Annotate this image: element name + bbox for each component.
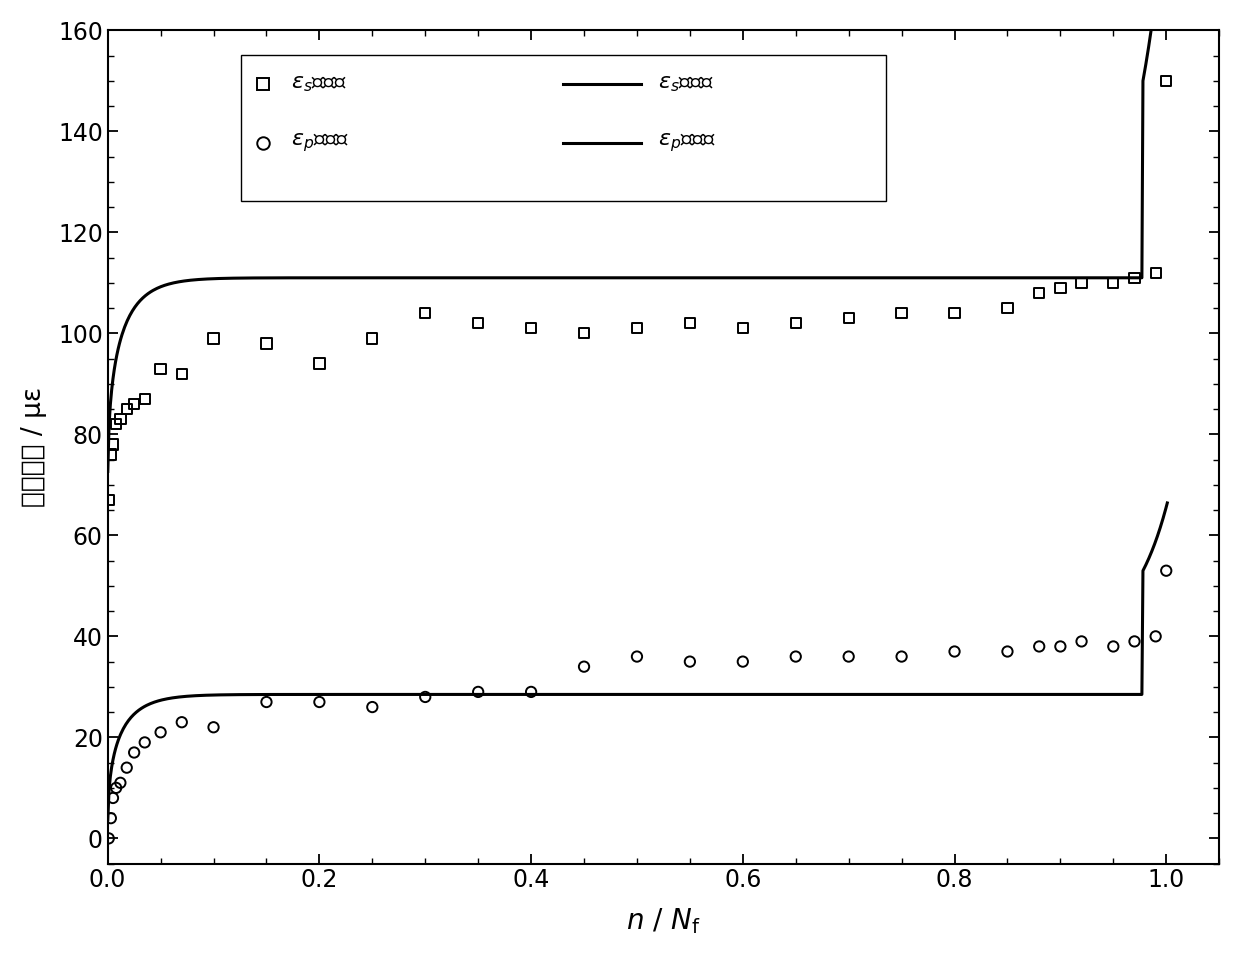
Point — [124, 745, 144, 760]
Point — [521, 684, 541, 700]
Point — [1071, 276, 1091, 291]
Bar — [241, 56, 885, 201]
Point — [362, 331, 382, 346]
Point — [135, 735, 155, 750]
Point — [1146, 629, 1166, 644]
Point — [574, 325, 594, 341]
Point — [1157, 563, 1177, 578]
Point — [103, 436, 123, 452]
Point — [997, 644, 1017, 659]
Point — [733, 654, 753, 669]
Point — [1029, 285, 1049, 300]
Point — [257, 695, 277, 710]
Point — [117, 760, 136, 775]
Point — [1104, 276, 1123, 291]
Point — [680, 316, 699, 331]
Point — [99, 492, 119, 507]
Point — [100, 811, 120, 826]
Point — [838, 649, 858, 664]
Point — [786, 316, 806, 331]
Point — [1071, 634, 1091, 649]
Text: $\varepsilon_p$模型值: $\varepsilon_p$模型值 — [658, 131, 717, 154]
X-axis label: $\it{n}$ / $\it{N}_{\rm{f}}$: $\it{n}$ / $\it{N}_{\rm{f}}$ — [626, 906, 701, 936]
Point — [1125, 634, 1145, 649]
Point — [362, 700, 382, 715]
Point — [733, 321, 753, 336]
Point — [107, 780, 126, 795]
Point — [103, 790, 123, 806]
Point — [627, 321, 647, 336]
Point — [1146, 265, 1166, 280]
Point — [945, 305, 965, 321]
Point — [172, 715, 192, 730]
Point — [172, 367, 192, 382]
Point — [257, 336, 277, 351]
Point — [151, 724, 171, 740]
Point — [1125, 270, 1145, 285]
Point — [469, 684, 489, 700]
Point — [1104, 639, 1123, 655]
Point — [151, 361, 171, 376]
Point — [574, 659, 594, 675]
Point — [892, 649, 911, 664]
Point — [892, 305, 911, 321]
Point — [1157, 73, 1177, 88]
Point — [469, 316, 489, 331]
Point — [786, 649, 806, 664]
Text: $\varepsilon_s$模型值: $\varepsilon_s$模型值 — [658, 75, 714, 95]
Point — [99, 831, 119, 846]
Point — [135, 391, 155, 407]
Point — [310, 695, 330, 710]
Point — [100, 447, 120, 462]
Point — [838, 310, 858, 325]
Text: $\varepsilon_s$试验值: $\varepsilon_s$试验值 — [291, 75, 347, 95]
Point — [110, 775, 130, 790]
Point — [203, 720, 223, 735]
Point — [945, 644, 965, 659]
Point — [117, 401, 136, 416]
Y-axis label: 拉伸变形 / με: 拉伸变形 / με — [21, 387, 47, 507]
Point — [107, 416, 126, 432]
Point — [997, 300, 1017, 316]
Point — [110, 412, 130, 427]
Point — [124, 396, 144, 412]
Point — [1050, 280, 1070, 296]
Point — [1050, 639, 1070, 655]
Point — [1029, 639, 1049, 655]
Point — [310, 356, 330, 371]
Point — [203, 331, 223, 346]
Point — [415, 305, 435, 321]
Point — [415, 689, 435, 704]
Point — [627, 649, 647, 664]
Text: $\varepsilon_p$试验值: $\varepsilon_p$试验值 — [291, 131, 350, 154]
Point — [521, 321, 541, 336]
Point — [680, 654, 699, 669]
